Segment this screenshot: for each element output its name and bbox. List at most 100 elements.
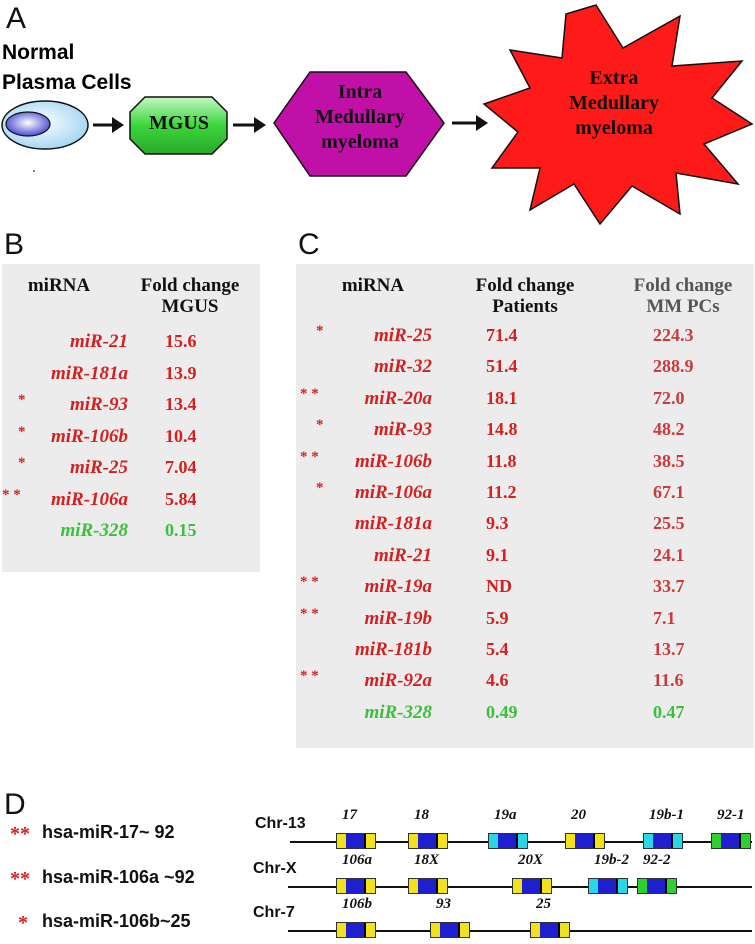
cluster-star: ** [10, 823, 30, 845]
fold-change-patients: 18.1 [486, 387, 518, 408]
extra-medullary-starburst [482, 4, 754, 226]
fold-change-mgus: 13.4 [165, 394, 197, 414]
mir-gene-box [408, 878, 448, 894]
intra-label-line3: myeloma [321, 131, 399, 153]
chromosome-line [288, 930, 752, 932]
mir-gene-box [711, 833, 751, 849]
mir-gene-core [346, 834, 366, 848]
fold-change-patients: 71.4 [486, 325, 518, 345]
plasma-cell-icon [1, 100, 89, 150]
fold-change-mmpcs: 25.5 [653, 513, 685, 534]
fold-change-patients: 11.8 [486, 450, 517, 471]
row-star: * * [300, 385, 319, 402]
panel-c-col-mirna: miRNA [341, 275, 405, 296]
mir-gene-core [418, 879, 438, 893]
mirna-name: miR-93 [69, 394, 128, 415]
mir-gene-label: 20X [518, 852, 544, 868]
panel-c-col-fold-mmpcs-line2: MM PCs [646, 296, 720, 317]
mirna-name: miR-106b [354, 450, 432, 472]
fold-change-mmpcs: 7.1 [653, 607, 676, 628]
extra-label-line1: Extra [589, 67, 639, 89]
intra-medullary-label: Intra Medullary myeloma [290, 80, 430, 155]
row-star: * [316, 417, 324, 434]
mirna-name: miR-106a [354, 482, 432, 503]
mir-gene-label: 25 [536, 896, 551, 912]
mir-gene-box [336, 833, 376, 849]
normal-label: Normal Plasma Cells [2, 38, 132, 98]
cluster-star: ** [10, 868, 30, 890]
mir-gene-label: 18 [414, 807, 429, 823]
arrow-2 [233, 117, 266, 133]
mir-gene-label: 17 [342, 807, 357, 823]
mir-gene-label: 20 [571, 807, 586, 823]
mir-gene-core [440, 923, 460, 937]
mirna-name: miR-328 [364, 701, 432, 723]
row-star: * * [2, 486, 21, 503]
mir-gene-core [721, 834, 741, 848]
intra-medullary-hexagon [273, 71, 445, 177]
mirna-name: miR-21 [373, 544, 432, 566]
mir-gene-label: 19a [494, 807, 517, 823]
mir-gene-label: 18X [414, 852, 440, 868]
mir-gene-box [430, 922, 470, 938]
mgus-label: MGUS [149, 112, 209, 134]
fold-change-mmpcs: 67.1 [653, 482, 685, 502]
panel-b-col-fold-change: Fold change MGUS [120, 275, 260, 317]
panel-c-letter: C [298, 228, 320, 261]
fold-change-patients: 0.49 [486, 701, 518, 722]
row-star: * [18, 392, 26, 408]
mirna-name: miR-181a [50, 362, 128, 384]
panel-c-col-fold-patients: Fold change Patients [455, 275, 595, 317]
row-star: * [18, 455, 26, 471]
fold-change-patients: 5.9 [486, 607, 509, 628]
chromosome-label: Chr-13 [255, 815, 306, 832]
panel-b-table [2, 264, 260, 572]
panel-c-col-fold-patients-line2: Patients [492, 296, 558, 317]
row-star: * * [300, 574, 319, 591]
mir-gene-label: 93 [436, 896, 451, 912]
panel-b-col-fold-change-line1: Fold change [140, 275, 240, 296]
panel-b-col-mirna: miRNA [27, 275, 91, 296]
fold-change-mgus: 10.4 [165, 425, 197, 446]
cluster-name: hsa-miR-106a ~92 [42, 867, 195, 887]
mirna-name: miR-32 [373, 356, 432, 378]
fold-change-patients: ND [486, 576, 512, 597]
fold-change-patients: 9.3 [486, 513, 509, 534]
mir-gene-box [512, 878, 552, 894]
mir-gene-label: 92-2 [643, 852, 671, 868]
panel-d-letter: D [4, 788, 26, 821]
mir-gene-core [647, 879, 667, 893]
mgus-octagon [129, 96, 228, 155]
panel-c-col-fold-patients-line1: Fold change [475, 275, 575, 296]
fold-change-mgus: 0.15 [165, 520, 197, 540]
mir-gene-box [637, 878, 677, 894]
mirna-name: miR-181a [354, 513, 432, 535]
fold-change-patients: 51.4 [486, 356, 518, 377]
mir-gene-box [336, 878, 376, 894]
mirna-name: miR-19b [364, 607, 432, 629]
mirna-name: miR-25 [69, 457, 128, 478]
mir-gene-label: 106b [342, 896, 372, 912]
fold-change-mgus: 15.6 [165, 331, 197, 351]
mir-gene-label: 19b-1 [649, 807, 684, 823]
mirna-name: miR-106a [50, 488, 128, 510]
chromosome-label: Chr-7 [253, 904, 295, 921]
fold-change-mmpcs: 72.0 [653, 387, 685, 408]
normal-label-line1: Normal [2, 41, 75, 64]
panel-a-letter: A [6, 2, 27, 35]
fold-change-mmpcs: 11.6 [653, 670, 684, 691]
mir-gene-box [530, 922, 570, 938]
mir-gene-box [408, 833, 448, 849]
row-star: * [316, 323, 324, 339]
mirna-name: miR-106b [50, 425, 128, 447]
row-star: * * [300, 605, 319, 622]
mir-gene-box [336, 922, 376, 938]
mir-gene-core [575, 834, 595, 848]
arrow-3 [452, 115, 488, 131]
mir-gene-label: 19b-2 [594, 852, 629, 868]
row-star: * * [300, 668, 319, 685]
mirna-name: miR-328 [60, 520, 128, 541]
fold-change-patients: 5.4 [486, 639, 509, 659]
intra-label-line1: Intra [337, 81, 383, 103]
cluster-name: hsa-miR-17~ 92 [42, 822, 175, 842]
